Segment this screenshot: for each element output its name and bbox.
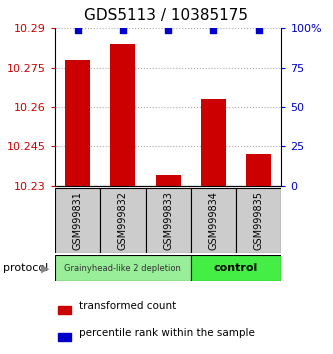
Text: GSM999831: GSM999831 [73, 191, 83, 250]
Bar [65, 60, 90, 186]
Text: GSM999832: GSM999832 [118, 191, 128, 250]
Point [120, 27, 126, 33]
Bar [236, 188, 281, 253]
Bar [246, 154, 271, 186]
Point [75, 27, 80, 33]
Text: percentile rank within the sample: percentile rank within the sample [79, 328, 255, 338]
Bar [100, 188, 146, 253]
Text: protocol: protocol [3, 263, 49, 273]
Text: GDS5113 / 10385175: GDS5113 / 10385175 [85, 8, 248, 23]
Point [166, 27, 171, 33]
Text: control: control [214, 263, 258, 273]
Text: Grainyhead-like 2 depletion: Grainyhead-like 2 depletion [65, 264, 181, 273]
Bar [58, 306, 71, 314]
Bar [201, 99, 226, 186]
Bar [55, 255, 191, 281]
Bar [156, 175, 180, 186]
Bar [58, 333, 71, 341]
Point [256, 27, 261, 33]
Bar [146, 188, 191, 253]
Text: GSM999834: GSM999834 [208, 191, 218, 250]
Text: GSM999835: GSM999835 [254, 191, 264, 250]
Bar [55, 188, 100, 253]
Bar [111, 44, 135, 186]
Point [211, 27, 216, 33]
Text: GSM999833: GSM999833 [163, 191, 173, 250]
Text: ▶: ▶ [41, 263, 49, 273]
Bar [191, 255, 281, 281]
Text: transformed count: transformed count [79, 301, 176, 311]
Bar [191, 188, 236, 253]
